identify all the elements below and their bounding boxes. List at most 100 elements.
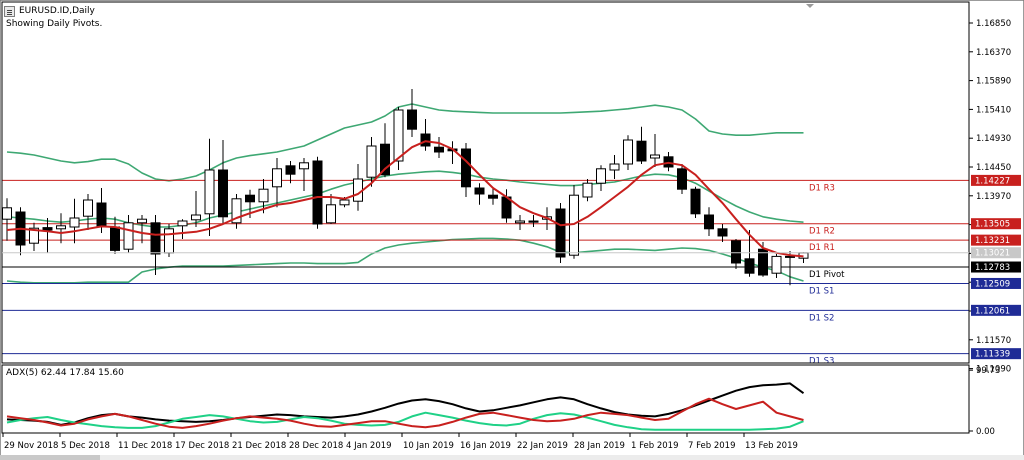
- candle-41: [555, 203, 566, 263]
- candle-body: [758, 248, 768, 276]
- candle-12: [164, 224, 174, 257]
- candle-body: [596, 168, 606, 184]
- candle-body: [731, 240, 741, 264]
- candle-58: [785, 251, 795, 286]
- candle-11: [150, 215, 161, 275]
- pivot-price-label: 1.13231: [975, 236, 1010, 246]
- candle-body: [2, 207, 12, 220]
- chart-menu-icon[interactable]: [4, 6, 15, 17]
- candle-body: [204, 169, 215, 215]
- pivot-price-label: 1.13505: [975, 220, 1010, 230]
- time-tick-label: 17 Dec 2018: [175, 441, 229, 451]
- candle-body: [42, 227, 53, 231]
- current-price-label: 1.13021: [975, 249, 1010, 259]
- candle-53: [717, 224, 728, 242]
- candle-body: [690, 188, 701, 215]
- time-tick-label: 28 Jan 2019: [574, 441, 625, 451]
- candle-body: [353, 178, 363, 202]
- time-tick-label: 7 Feb 2019: [688, 441, 736, 451]
- candle-34: [461, 143, 471, 197]
- candle-32: [434, 137, 444, 158]
- pivot-label-0: D1 R3: [809, 183, 835, 193]
- candle-6: [83, 194, 93, 230]
- pivot-lines: D1 R3 D1 R2 D1 R1 D1 Pivot D1 S1 D1 S2 D1 S3: [2, 179, 969, 367]
- time-tick-label: 5 Dec 2018: [61, 441, 110, 451]
- pivot-price-box: [971, 277, 1021, 289]
- candle-30: [407, 89, 417, 137]
- candle-17: [231, 194, 242, 229]
- candle-body: [137, 218, 147, 224]
- candle-body: [285, 165, 296, 175]
- candle-19: [258, 179, 269, 214]
- candle-body: [555, 208, 566, 258]
- time-axis: 29 Nov 2018 5 Dec 2018 11 Dec 2018 17 Dec 2…: [0, 433, 1024, 460]
- chart-symbol-title: EURUSD.ID,Daily: [19, 6, 95, 16]
- candle-23: [312, 156, 323, 229]
- candle-35: [474, 183, 485, 205]
- time-tick-label: 1 Feb 2019: [631, 441, 679, 451]
- candle-31: [420, 119, 431, 151]
- candle-body: [164, 228, 174, 254]
- price-tick-label: 1.14450: [976, 163, 1011, 173]
- adx-line-adx: [6, 382, 805, 426]
- candle-9: [123, 215, 134, 253]
- candle-15: [204, 138, 215, 236]
- time-tick-label: 13 Feb 2019: [745, 441, 798, 451]
- pivot-price-label: 1.12061: [975, 306, 1010, 316]
- candle-5: [69, 198, 80, 244]
- candle-10: [137, 215, 147, 244]
- candle-20: [272, 158, 282, 208]
- chart-header: EURUSD.ID,Daily Showing Daily Pivots.: [4, 5, 304, 33]
- pivot-label-4: D1 S1: [809, 286, 834, 296]
- candle-51: [690, 186, 701, 218]
- candle-body: [488, 194, 498, 199]
- pivot-label-2: D1 R1: [809, 243, 835, 253]
- bollinger-lower-line: [6, 237, 804, 284]
- pivot-price-box: [971, 174, 1021, 186]
- candle-body: [407, 109, 417, 130]
- candle-body: [717, 228, 728, 237]
- chart-shift-marker: [806, 4, 814, 8]
- candle-body: [150, 222, 161, 255]
- candle-body: [704, 214, 714, 230]
- candle-body: [56, 225, 66, 230]
- candle-body: [636, 140, 647, 162]
- candle-body: [366, 145, 377, 178]
- pivot-label-3: D1 Pivot: [809, 270, 845, 280]
- candle-36: [488, 188, 498, 205]
- candle-body: [312, 160, 323, 225]
- candle-body: [96, 202, 107, 228]
- candle-body: [272, 168, 282, 188]
- candle-50: [677, 164, 687, 194]
- candle-body: [110, 226, 120, 251]
- candle-39: [528, 215, 539, 227]
- time-tick-label: 28 Dec 2018: [289, 441, 343, 451]
- candle-body: [380, 143, 390, 176]
- candle-body: [69, 217, 80, 228]
- candle-3: [42, 218, 53, 253]
- adx-line-minusdi: [6, 397, 804, 429]
- price-tick-label: 1.16370: [976, 48, 1011, 58]
- pivot-price-label: 1.12509: [975, 279, 1010, 289]
- candle-body: [83, 199, 93, 217]
- candle-body: [420, 133, 431, 147]
- price-panel-frame: [1, 1, 970, 364]
- candle-body: [299, 162, 309, 170]
- candle-2: [29, 222, 39, 251]
- pivot-label-5: D1 S2: [809, 313, 834, 323]
- bollinger-upper-line: [6, 103, 804, 182]
- candle-body: [785, 255, 795, 258]
- moving-average: [6, 140, 804, 258]
- candle-body: [528, 220, 539, 223]
- candle-body: [677, 168, 687, 190]
- candle-46: [623, 135, 633, 170]
- candle-body: [582, 182, 593, 198]
- candle-body: [245, 194, 255, 203]
- price-tick-label: 1.16850: [976, 19, 1011, 29]
- candle-47: [636, 126, 647, 164]
- candle-body: [515, 220, 525, 224]
- pivot-price-box: [971, 261, 1021, 273]
- scrollbar-thumb: [0, 455, 100, 460]
